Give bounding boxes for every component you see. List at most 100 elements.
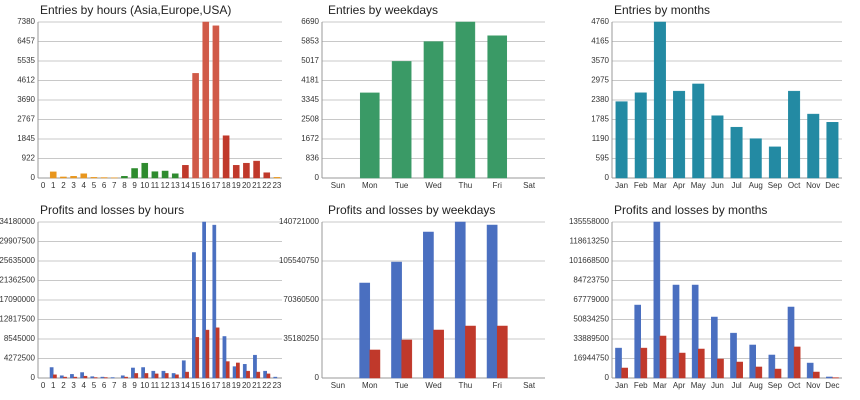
bar — [49, 171, 57, 179]
x-tick-label: Sat — [523, 181, 536, 190]
x-tick-label: Nov — [806, 381, 820, 390]
bar — [749, 138, 762, 179]
x-tick-label: Mar — [653, 381, 667, 390]
bar — [273, 177, 281, 179]
x-tick-label: 20 — [242, 181, 251, 190]
bar — [243, 162, 250, 179]
y-tick-label: 84723750 — [573, 276, 609, 285]
x-tick-label: 1 — [51, 381, 56, 390]
y-tick-label: 1190 — [592, 134, 610, 143]
y-tick-label: 4181 — [301, 76, 319, 85]
bar — [124, 376, 128, 379]
bar — [215, 327, 220, 379]
bar — [90, 177, 98, 179]
bar — [253, 160, 260, 179]
x-tick-label: Sep — [768, 381, 783, 390]
bar — [60, 176, 67, 179]
y-tick-label: 1785 — [591, 115, 609, 124]
bar — [225, 361, 230, 379]
x-tick-label: 17 — [211, 381, 220, 390]
y-tick-label: 2380 — [591, 95, 609, 104]
bar — [246, 370, 250, 379]
bar — [212, 25, 220, 179]
bar — [80, 372, 84, 379]
bar — [49, 367, 54, 379]
bar — [182, 165, 189, 179]
y-tick-label: 101668500 — [569, 256, 610, 265]
bar — [615, 101, 628, 179]
y-tick-label: 4612 — [17, 76, 35, 85]
x-tick-label: Oct — [788, 181, 801, 190]
x-tick-label: Thu — [458, 381, 472, 390]
bar — [788, 90, 801, 179]
bar — [154, 373, 159, 379]
bar — [486, 224, 498, 379]
y-tick-label: 4272500 — [4, 354, 36, 363]
x-tick-label: 6 — [102, 381, 107, 390]
x-tick-label: Jun — [711, 381, 724, 390]
x-tick-label: 23 — [272, 181, 281, 190]
bar — [161, 170, 169, 179]
bar — [100, 376, 105, 379]
y-tick-label: 0 — [315, 173, 320, 182]
bar — [161, 370, 166, 379]
bar — [232, 366, 237, 379]
y-tick-label: 0 — [31, 373, 36, 382]
bar — [359, 282, 371, 379]
y-tick-label: 3690 — [17, 95, 35, 104]
y-tick-label: 105540750 — [279, 256, 320, 265]
bar — [653, 21, 666, 179]
x-tick-label: 9 — [132, 381, 137, 390]
bar — [673, 90, 686, 179]
x-tick-label: 22 — [262, 181, 271, 190]
bar — [144, 373, 149, 379]
x-tick-label: Wed — [425, 181, 441, 190]
bar — [273, 376, 278, 379]
bar — [164, 373, 169, 379]
x-tick-label: 11 — [151, 381, 160, 390]
x-tick-label: 10 — [140, 181, 149, 190]
x-tick-label: 17 — [211, 181, 220, 190]
bar — [232, 165, 240, 179]
bar — [736, 361, 743, 379]
x-tick-label: 8 — [122, 381, 127, 390]
y-tick-label: 118613250 — [570, 237, 610, 246]
bar — [253, 354, 257, 379]
bar — [672, 284, 680, 379]
bar — [496, 325, 508, 379]
bar — [63, 376, 67, 379]
bar — [205, 329, 210, 379]
y-tick-label: 0 — [315, 373, 320, 382]
x-tick-label: Tue — [395, 381, 409, 390]
bar — [433, 329, 444, 379]
x-tick-label: 15 — [191, 381, 200, 390]
x-tick-label: 16 — [201, 381, 210, 390]
chart-panel: Entries by months 0 595 1190 1785 2380 2975 357… — [591, 3, 842, 190]
chart-panel: Profits and losses by months 0 16944750 338… — [569, 203, 842, 390]
chart-panel: Profits and losses by weekdays 0 35180250 7… — [279, 203, 545, 390]
bar — [120, 375, 125, 379]
chart-panel: Profits and losses by hours 0 4272500 85450… — [0, 203, 282, 390]
bar — [692, 83, 705, 179]
y-tick-label: 3345 — [301, 95, 319, 104]
x-tick-label: 19 — [232, 181, 241, 190]
x-tick-label: Sep — [768, 181, 783, 190]
bar — [730, 332, 737, 379]
x-tick-label: Mar — [653, 181, 667, 190]
y-tick-label: 2975 — [591, 76, 609, 85]
bar — [391, 261, 402, 379]
chart-panel: Entries by weekdays 0 836 1672 2508 3345 4181 5… — [301, 3, 545, 190]
bar — [212, 224, 217, 379]
x-tick-label: 3 — [71, 181, 76, 190]
x-tick-label: 18 — [222, 381, 231, 390]
x-tick-label: Jan — [615, 381, 628, 390]
y-tick-label: 16944750 — [573, 354, 609, 363]
x-tick-label: Feb — [634, 181, 648, 190]
y-tick-label: 140721000 — [279, 217, 320, 226]
bar — [659, 335, 667, 379]
bar — [749, 344, 756, 379]
bar — [487, 35, 508, 179]
chart-title: Profits and losses by weekdays — [328, 203, 495, 217]
chart-title: Entries by weekdays — [328, 3, 438, 17]
x-tick-label: 15 — [191, 181, 200, 190]
